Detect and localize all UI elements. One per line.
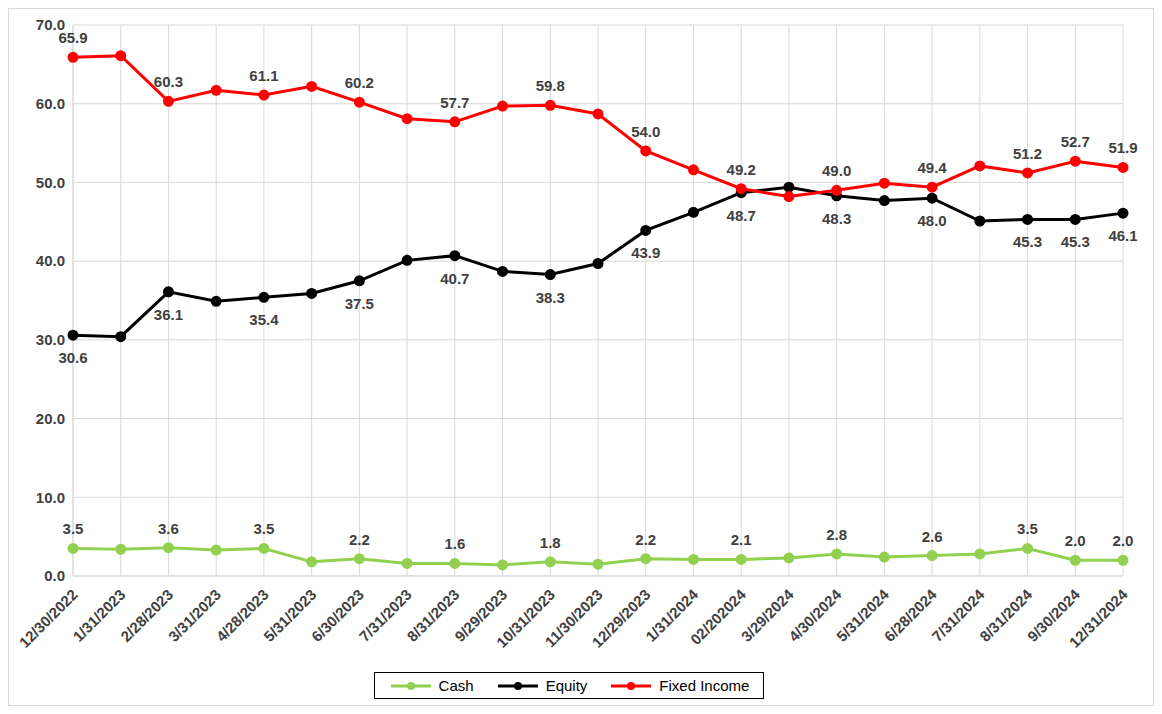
svg-text:49.4: 49.4 [917, 159, 947, 176]
html-text:Cash: Cash [438, 677, 474, 694]
svg-text:2.1: 2.1 [731, 531, 752, 548]
svg-text:36.1: 36.1 [154, 306, 183, 323]
svg-text:8/31/2023: 8/31/2023 [403, 585, 463, 645]
svg-text:3.5: 3.5 [63, 520, 84, 537]
svg-text:12/29/2023: 12/29/2023 [588, 586, 653, 651]
svg-text:7/31/2023: 7/31/2023 [355, 585, 415, 645]
svg-text:46.1: 46.1 [1108, 227, 1137, 244]
svg-text:48.7: 48.7 [727, 207, 756, 224]
svg-text:43.9: 43.9 [631, 244, 660, 261]
html-text:Equity: Equity [545, 677, 588, 694]
svg-text:12/31/2024: 12/31/2024 [1066, 585, 1132, 651]
svg-text:0.0: 0.0 [44, 567, 65, 584]
svg-text:20.0: 20.0 [36, 410, 65, 427]
svg-text:11/30/2023: 11/30/2023 [541, 585, 606, 651]
svg-text:3/29/2024: 3/29/2024 [737, 585, 797, 645]
svg-text:57.7: 57.7 [440, 94, 469, 111]
svg-text:30.6: 30.6 [58, 349, 87, 366]
svg-text:2.2: 2.2 [635, 531, 656, 548]
svg-text:4/30/2024: 4/30/2024 [785, 585, 845, 645]
svg-text:40.0: 40.0 [36, 252, 65, 269]
svg-text:3.5: 3.5 [1017, 520, 1038, 537]
svg-text:2.2: 2.2 [349, 531, 370, 548]
svg-text:1/31/2024: 1/31/2024 [642, 585, 702, 645]
svg-text:8/31/2024: 8/31/2024 [976, 585, 1036, 645]
svg-text:7/31/2024: 7/31/2024 [928, 585, 988, 645]
svg-text:12/30/2022: 12/30/2022 [16, 586, 81, 651]
svg-text:60.3: 60.3 [154, 73, 183, 90]
svg-text:6/28/2024: 6/28/2024 [880, 585, 940, 645]
svg-text:10/31/2023: 10/31/2023 [492, 585, 559, 651]
svg-text:45.3: 45.3 [1061, 233, 1090, 250]
html-text:Fixed Income: Fixed Income [659, 677, 750, 694]
svg-text:1.8: 1.8 [540, 534, 561, 551]
svg-text:5/31/2023: 5/31/2023 [260, 585, 320, 645]
svg-text:60.0: 60.0 [36, 95, 65, 112]
svg-text:70.0: 70.0 [35, 16, 65, 34]
svg-text:40.7: 40.7 [440, 270, 469, 287]
svg-text:02/202024: 02/202024 [687, 585, 750, 648]
svg-text:38.3: 38.3 [536, 289, 565, 306]
svg-text:50.0: 50.0 [36, 174, 65, 191]
svg-text:49.2: 49.2 [727, 161, 756, 178]
svg-text:2.0: 2.0 [1113, 532, 1134, 549]
svg-text:61.1: 61.1 [249, 67, 278, 84]
svg-text:49.0: 49.0 [822, 162, 851, 179]
svg-text:6/30/2023: 6/30/2023 [307, 585, 368, 645]
svg-text:51.9: 51.9 [1108, 139, 1137, 156]
svg-text:54.0: 54.0 [631, 123, 660, 140]
svg-text:60.2: 60.2 [345, 74, 374, 91]
svg-text:37.5: 37.5 [345, 295, 374, 312]
svg-text:35.4: 35.4 [249, 311, 279, 328]
svg-text:3/31/2023: 3/31/2023 [164, 585, 224, 645]
svg-text:9/30/2024: 9/30/2024 [1023, 585, 1084, 645]
svg-text:3.5: 3.5 [253, 520, 274, 537]
svg-text:45.3: 45.3 [1013, 233, 1042, 250]
svg-text:52.7: 52.7 [1061, 133, 1090, 150]
svg-text:48.3: 48.3 [822, 210, 851, 227]
svg-text:2.6: 2.6 [922, 528, 943, 545]
svg-text:4/28/2023: 4/28/2023 [212, 585, 272, 645]
svg-text:48.0: 48.0 [917, 212, 946, 229]
svg-text:3.6: 3.6 [158, 520, 179, 537]
svg-text:59.8: 59.8 [536, 77, 565, 94]
svg-text:10.0: 10.0 [36, 489, 65, 506]
svg-text:2/28/2023: 2/28/2023 [117, 585, 177, 645]
svg-text:1.6: 1.6 [444, 535, 465, 552]
svg-text:30.0: 30.0 [36, 331, 65, 348]
svg-text:9/29/2023: 9/29/2023 [451, 585, 511, 645]
svg-text:1/31/2023: 1/31/2023 [69, 585, 129, 645]
svg-text:5/31/2024: 5/31/2024 [832, 585, 893, 645]
svg-text:2.8: 2.8 [826, 526, 847, 543]
svg-text:65.9: 65.9 [58, 29, 87, 46]
svg-text:51.2: 51.2 [1013, 145, 1042, 162]
svg-text:2.0: 2.0 [1065, 532, 1086, 549]
